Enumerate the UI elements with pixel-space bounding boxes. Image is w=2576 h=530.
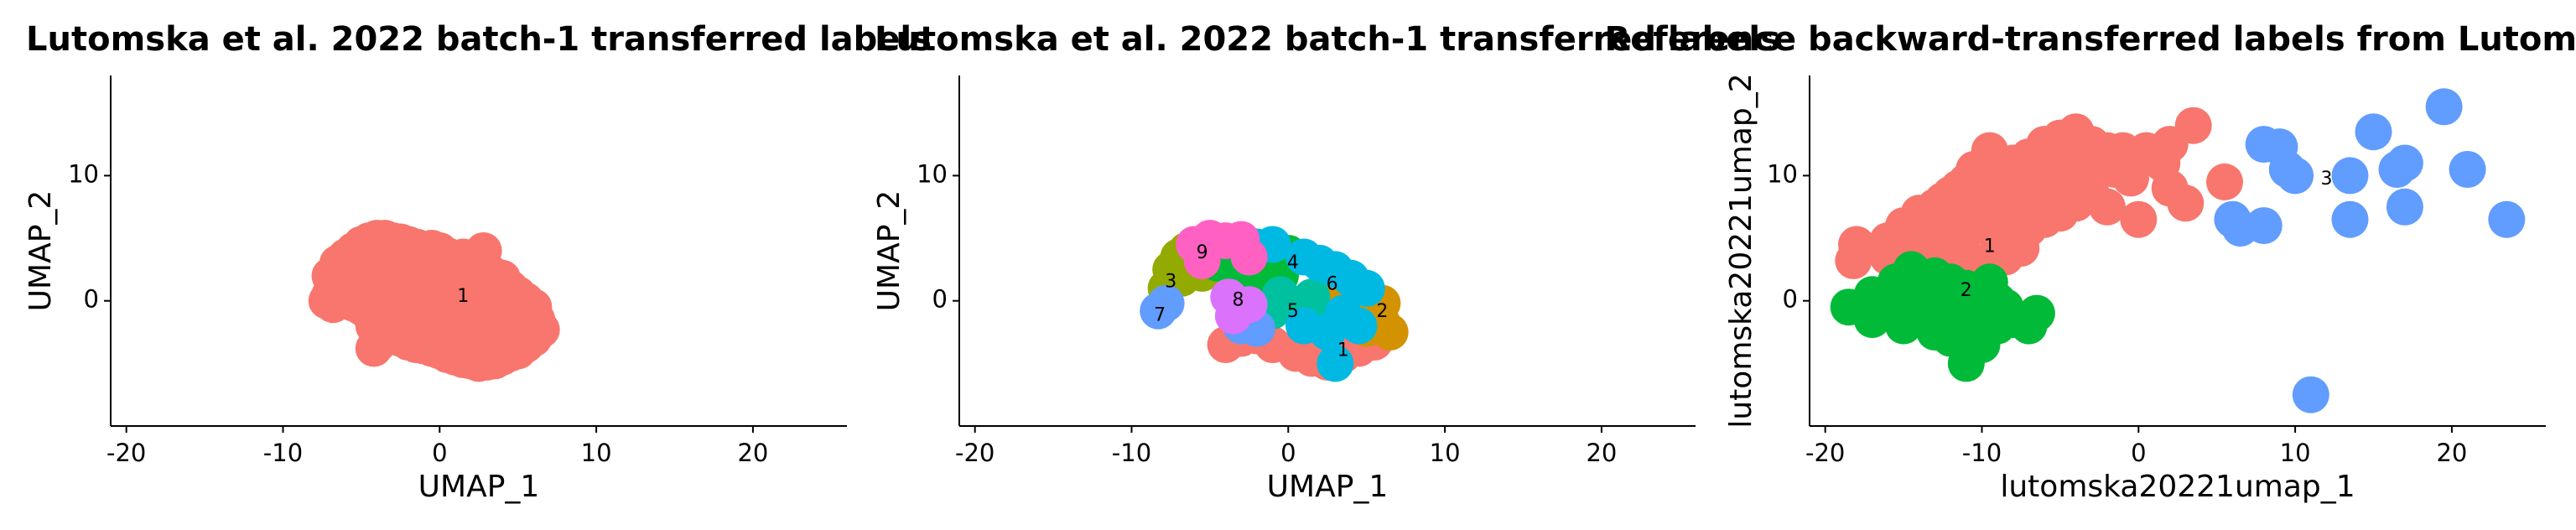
data-point xyxy=(355,330,392,367)
x-tick-label: 20 xyxy=(737,439,768,467)
data-point xyxy=(2277,157,2314,195)
data-point xyxy=(1214,297,1252,335)
data-point xyxy=(2292,376,2329,413)
x-tick-label: 0 xyxy=(432,439,447,467)
data-point xyxy=(2386,188,2423,226)
x-tick-label: 0 xyxy=(2131,439,2146,467)
data-point xyxy=(2331,200,2369,238)
data-point xyxy=(1340,307,1378,345)
x-tick-label: -20 xyxy=(955,439,995,467)
cluster-label: 3 xyxy=(2321,169,2333,190)
data-point xyxy=(2174,107,2212,144)
x-tick-label: 10 xyxy=(581,439,612,467)
x-tick-label: 0 xyxy=(1280,439,1296,467)
data-point xyxy=(1348,269,1385,307)
data-point xyxy=(1877,263,1914,301)
cluster-label: 1 xyxy=(1337,340,1349,361)
data-point xyxy=(465,232,502,269)
y-axis-label: UMAP_2 xyxy=(23,190,58,312)
x-tick-label: -10 xyxy=(1962,439,2002,467)
cluster-label: 2 xyxy=(1961,280,1972,301)
x-tick-label: -10 xyxy=(1112,439,1151,467)
cluster-label: 8 xyxy=(1233,290,1244,311)
cluster-label: 6 xyxy=(1327,273,1338,294)
x-tick-label: -10 xyxy=(263,439,303,467)
cluster-label: 1 xyxy=(1984,236,1996,257)
data-point xyxy=(1230,238,1268,276)
y-tick-label: 0 xyxy=(1783,285,1798,314)
x-axis-label: UMAP_1 xyxy=(1267,470,1389,504)
x-tick-label: 20 xyxy=(1586,439,1617,467)
cluster-label: 4 xyxy=(1287,252,1299,273)
x-tick-label: 20 xyxy=(2436,439,2467,467)
cluster-label: 7 xyxy=(1154,305,1166,326)
chart-title: Lutomska et al. 2022 batch-1 transferred… xyxy=(26,20,932,59)
y-axis-label: UMAP_2 xyxy=(872,190,906,312)
y-tick-label: 10 xyxy=(1767,159,1798,188)
x-axis-label: lutomska20221umap_1 xyxy=(2000,470,2355,504)
chart-title: Lutomska et al. 2022 batch-1 transferred… xyxy=(875,20,1780,59)
data-point xyxy=(2331,157,2369,195)
data-point xyxy=(2425,88,2463,126)
cluster-label: 3 xyxy=(1165,271,1176,292)
data-point xyxy=(319,263,356,301)
data-point xyxy=(2088,188,2126,226)
chart-panel-3: 1 2 3 -20 -10 0 10 20 0 10 lutomska20221umap_1 luto… xyxy=(1605,20,2576,504)
x-tick-label: 10 xyxy=(2280,439,2311,467)
y-axis-label: lutomska20221umap_2 xyxy=(1724,73,1758,428)
data-point xyxy=(2386,144,2423,182)
data-point xyxy=(1916,282,1954,320)
data-point xyxy=(397,235,435,272)
chart-panel-1: 1 -20 -10 0 10 20 0 10 UMAP_1 UMAP_2 Lutomska et a… xyxy=(23,20,932,504)
chart-title: Reference backward-transferred labels fr… xyxy=(1605,20,2576,59)
data-point xyxy=(1183,242,1221,279)
chart-panel-2: 9 4 3 6 8 5 2 7 1 -20 -10 0 10 20 0 10 UMAP_1 UMAP_2 Lutom… xyxy=(872,20,1780,504)
x-axis-label: UMAP_1 xyxy=(418,470,540,504)
data-point xyxy=(2120,200,2158,238)
data-point xyxy=(1835,242,1872,279)
data-point xyxy=(1909,213,1946,251)
data-point xyxy=(2018,294,2055,332)
x-tick-label: -20 xyxy=(106,439,146,467)
data-point xyxy=(2355,113,2392,151)
data-point xyxy=(1317,345,1354,382)
data-point xyxy=(2002,230,2040,267)
data-point xyxy=(2167,184,2205,222)
data-point xyxy=(1147,284,1185,322)
y-tick-label: 0 xyxy=(932,285,948,314)
data-point xyxy=(1947,307,1985,345)
data-point xyxy=(2206,163,2243,200)
data-point xyxy=(1285,307,1322,345)
data-point xyxy=(1262,276,1299,314)
data-point xyxy=(512,307,549,345)
cluster-label: 5 xyxy=(1287,301,1299,322)
data-point xyxy=(2221,210,2259,247)
data-point xyxy=(484,294,521,332)
data-point xyxy=(1924,182,1961,220)
y-tick-label: 0 xyxy=(84,285,99,314)
data-point xyxy=(2449,151,2486,188)
scatter-points xyxy=(1140,220,1409,382)
data-point xyxy=(1293,278,1331,316)
scatter-points xyxy=(1830,88,2526,413)
x-tick-label: 10 xyxy=(1430,439,1461,467)
data-point xyxy=(2488,200,2526,238)
scatter-points xyxy=(308,220,560,382)
y-tick-label: 10 xyxy=(917,159,948,188)
cluster-label: 2 xyxy=(1376,301,1388,322)
cluster-label: 9 xyxy=(1197,242,1208,263)
cluster-label: 1 xyxy=(457,286,469,307)
x-tick-label: -20 xyxy=(1805,439,1845,467)
y-tick-label: 10 xyxy=(68,159,99,188)
data-point xyxy=(2064,147,2102,184)
data-point xyxy=(2112,159,2149,197)
data-point xyxy=(1971,263,2008,301)
